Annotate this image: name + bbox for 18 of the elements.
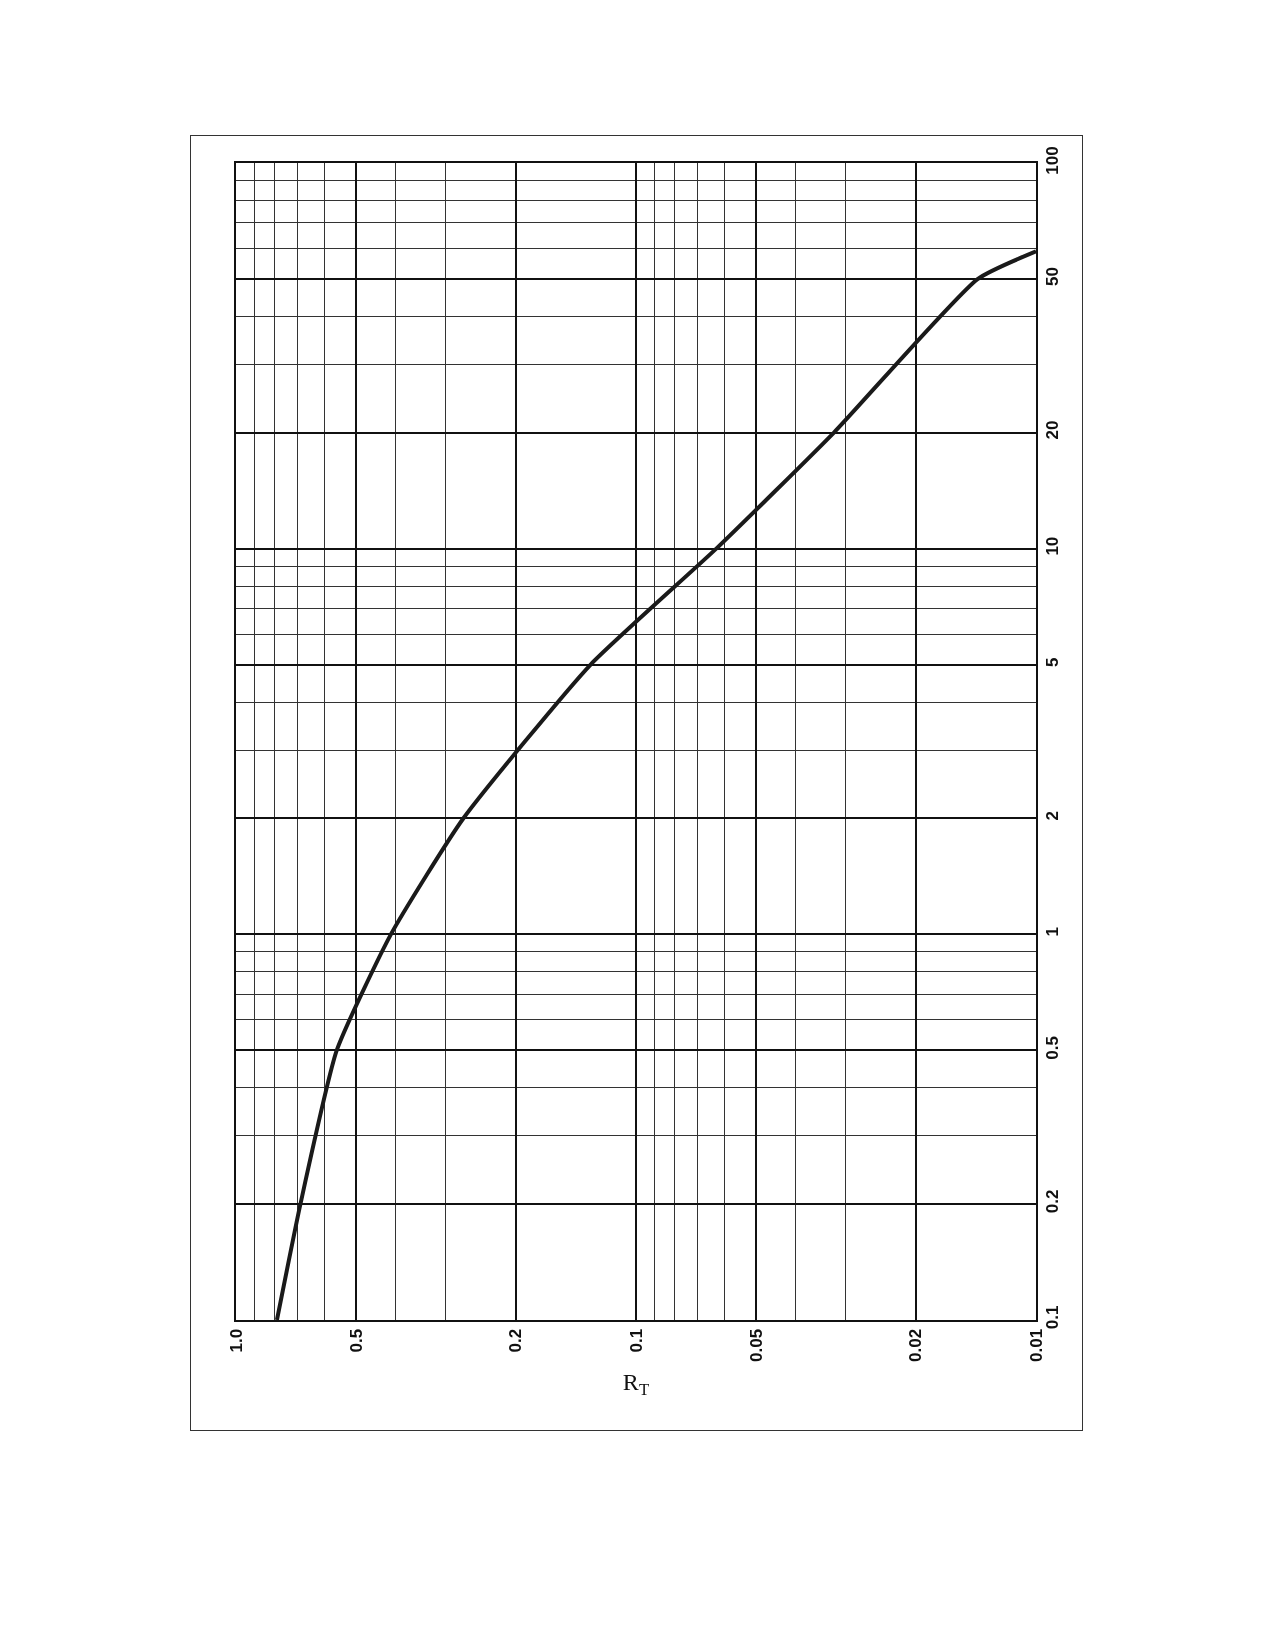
x-tick-label: 0.5 bbox=[346, 1328, 366, 1353]
y-tick-label: 1 bbox=[1043, 927, 1063, 937]
y-tick-label: 0.2 bbox=[1043, 1189, 1063, 1214]
y-tick-label: 20 bbox=[1043, 420, 1063, 440]
x-tick-label: 0.01 bbox=[1026, 1328, 1046, 1362]
x-tick-label: 0.05 bbox=[746, 1328, 766, 1362]
x-tick-label: 0.02 bbox=[906, 1328, 926, 1362]
y-tick-label: 10 bbox=[1043, 536, 1063, 556]
x-tick-label: 0.1 bbox=[626, 1328, 646, 1353]
x-axis-title: R$_{T}$ bbox=[622, 1368, 650, 1399]
y-tick-label: 50 bbox=[1043, 267, 1063, 287]
x-tick-label: 0.2 bbox=[506, 1328, 526, 1353]
y-tick-label: 2 bbox=[1043, 810, 1063, 821]
y-tick-label: 0.5 bbox=[1043, 1036, 1063, 1060]
x-tick-label: 1.0 bbox=[226, 1328, 246, 1353]
y-tick-label: 0.1 bbox=[1043, 1305, 1063, 1330]
y-tick-label: 5 bbox=[1043, 657, 1063, 667]
y-tick-label: 100 bbox=[1043, 146, 1063, 175]
